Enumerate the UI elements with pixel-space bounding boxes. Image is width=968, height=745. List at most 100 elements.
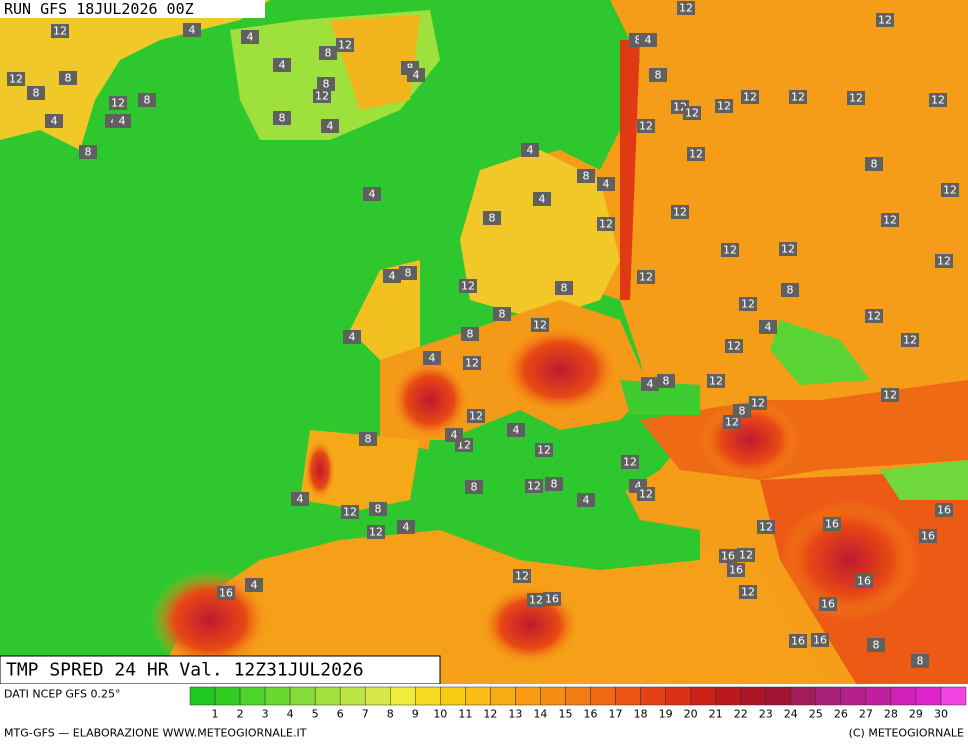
map-label: 4 [603,178,610,191]
map-label: 16 [857,575,871,588]
colorbar-label: 23 [759,708,773,721]
label-box [941,183,959,197]
label-box [555,281,573,295]
colorbar-label: 3 [262,708,269,721]
label-box [369,502,387,516]
map-label: 8 [323,78,330,91]
label-box [445,428,463,442]
color-swatch [665,686,691,706]
map-label: 8 [467,328,474,341]
map-label: 8 [375,503,382,516]
map-label: 12 [883,389,897,402]
label-box [577,169,595,183]
label-box [597,217,615,231]
colorbar-label: 7 [362,708,369,721]
label-box [901,333,919,347]
colorbar: 1 2 3 4 5 6 7 8 9 10 11 12 13 14 15 16 17 18 19 20 21 22 23 24 2… [189,686,967,721]
map-label: 12 [883,214,897,227]
map-label: 12 [338,39,352,52]
colorbar-label: 8 [387,708,394,721]
colorbar-label: 26 [834,708,848,721]
label-box [461,327,479,341]
label-box [781,283,799,297]
map-label: 12 [533,319,547,332]
colorbar-label: 15 [558,708,572,721]
label-box [245,578,263,592]
label-box [687,147,705,161]
label-box [876,13,894,27]
map-label: 12 [743,91,757,104]
colorbar-label: 21 [709,708,723,721]
map-label: 16 [729,564,743,577]
color-swatch [615,686,641,706]
label-box [521,143,539,157]
map-label: 12 [639,120,653,133]
map-label: 12 [679,2,693,15]
label-box [719,549,737,563]
label-box [847,91,865,105]
label-box [531,318,549,332]
label-box [317,77,335,91]
color-swatch [715,686,741,706]
label-box [407,68,425,82]
map-label: 8 [583,170,590,183]
label-box [779,242,797,256]
colorbar-label: 25 [809,708,823,721]
label-box [737,548,755,562]
map-label: 16 [825,518,839,531]
label-box [789,634,807,648]
label-box [341,505,359,519]
label-box [109,96,127,110]
color-swatch [465,686,491,706]
label-box [739,585,757,599]
label-box [359,432,377,446]
label-box [819,597,837,611]
map-label: 8 [65,72,72,85]
map-label: 12 [465,357,479,370]
label-box [463,356,481,370]
map-label: 8 [663,375,670,388]
label-box [399,266,417,280]
color-swatch [189,686,216,706]
label-box [459,279,477,293]
color-swatch [790,686,817,706]
map-label: 4 [429,352,436,365]
label-box [336,38,354,52]
map-label: 4 [119,115,126,128]
label-box [649,68,667,82]
map-label: 8 [405,267,412,280]
color-swatch [289,686,316,706]
map-label: 12 [529,594,543,607]
label-box [911,654,929,668]
map-label: 4 [327,120,334,133]
map-label: 12 [469,410,483,423]
label-box [759,320,777,334]
map-label: 12 [725,416,739,429]
label-box [867,638,885,652]
map-label: 12 [537,444,551,457]
map-label: 4 [51,115,58,128]
colorbar-label: 30 [934,708,948,721]
color-swatch [565,686,591,706]
label-box [493,307,511,321]
label-box [683,106,701,120]
label-box [597,177,615,191]
label-box [291,492,309,506]
source: DATI NCEP GFS 0.25° [4,688,121,701]
map-label: 4 [539,193,546,206]
map-label: 8 [787,284,794,297]
label-box [641,377,659,391]
map-label: 8 [489,212,496,225]
map-label: 8 [33,87,40,100]
map-label: 12 [685,107,699,120]
label-box [725,339,743,353]
map-label: 4 [297,493,304,506]
color-swatch [214,686,241,706]
color-swatch [515,686,541,706]
run-label: RUN GFS 18JUL2026 00Z [4,0,194,18]
colorbar-label: 20 [684,708,698,721]
label-box [727,563,745,577]
colorbar-label: 18 [634,708,648,721]
label-box [671,205,689,219]
